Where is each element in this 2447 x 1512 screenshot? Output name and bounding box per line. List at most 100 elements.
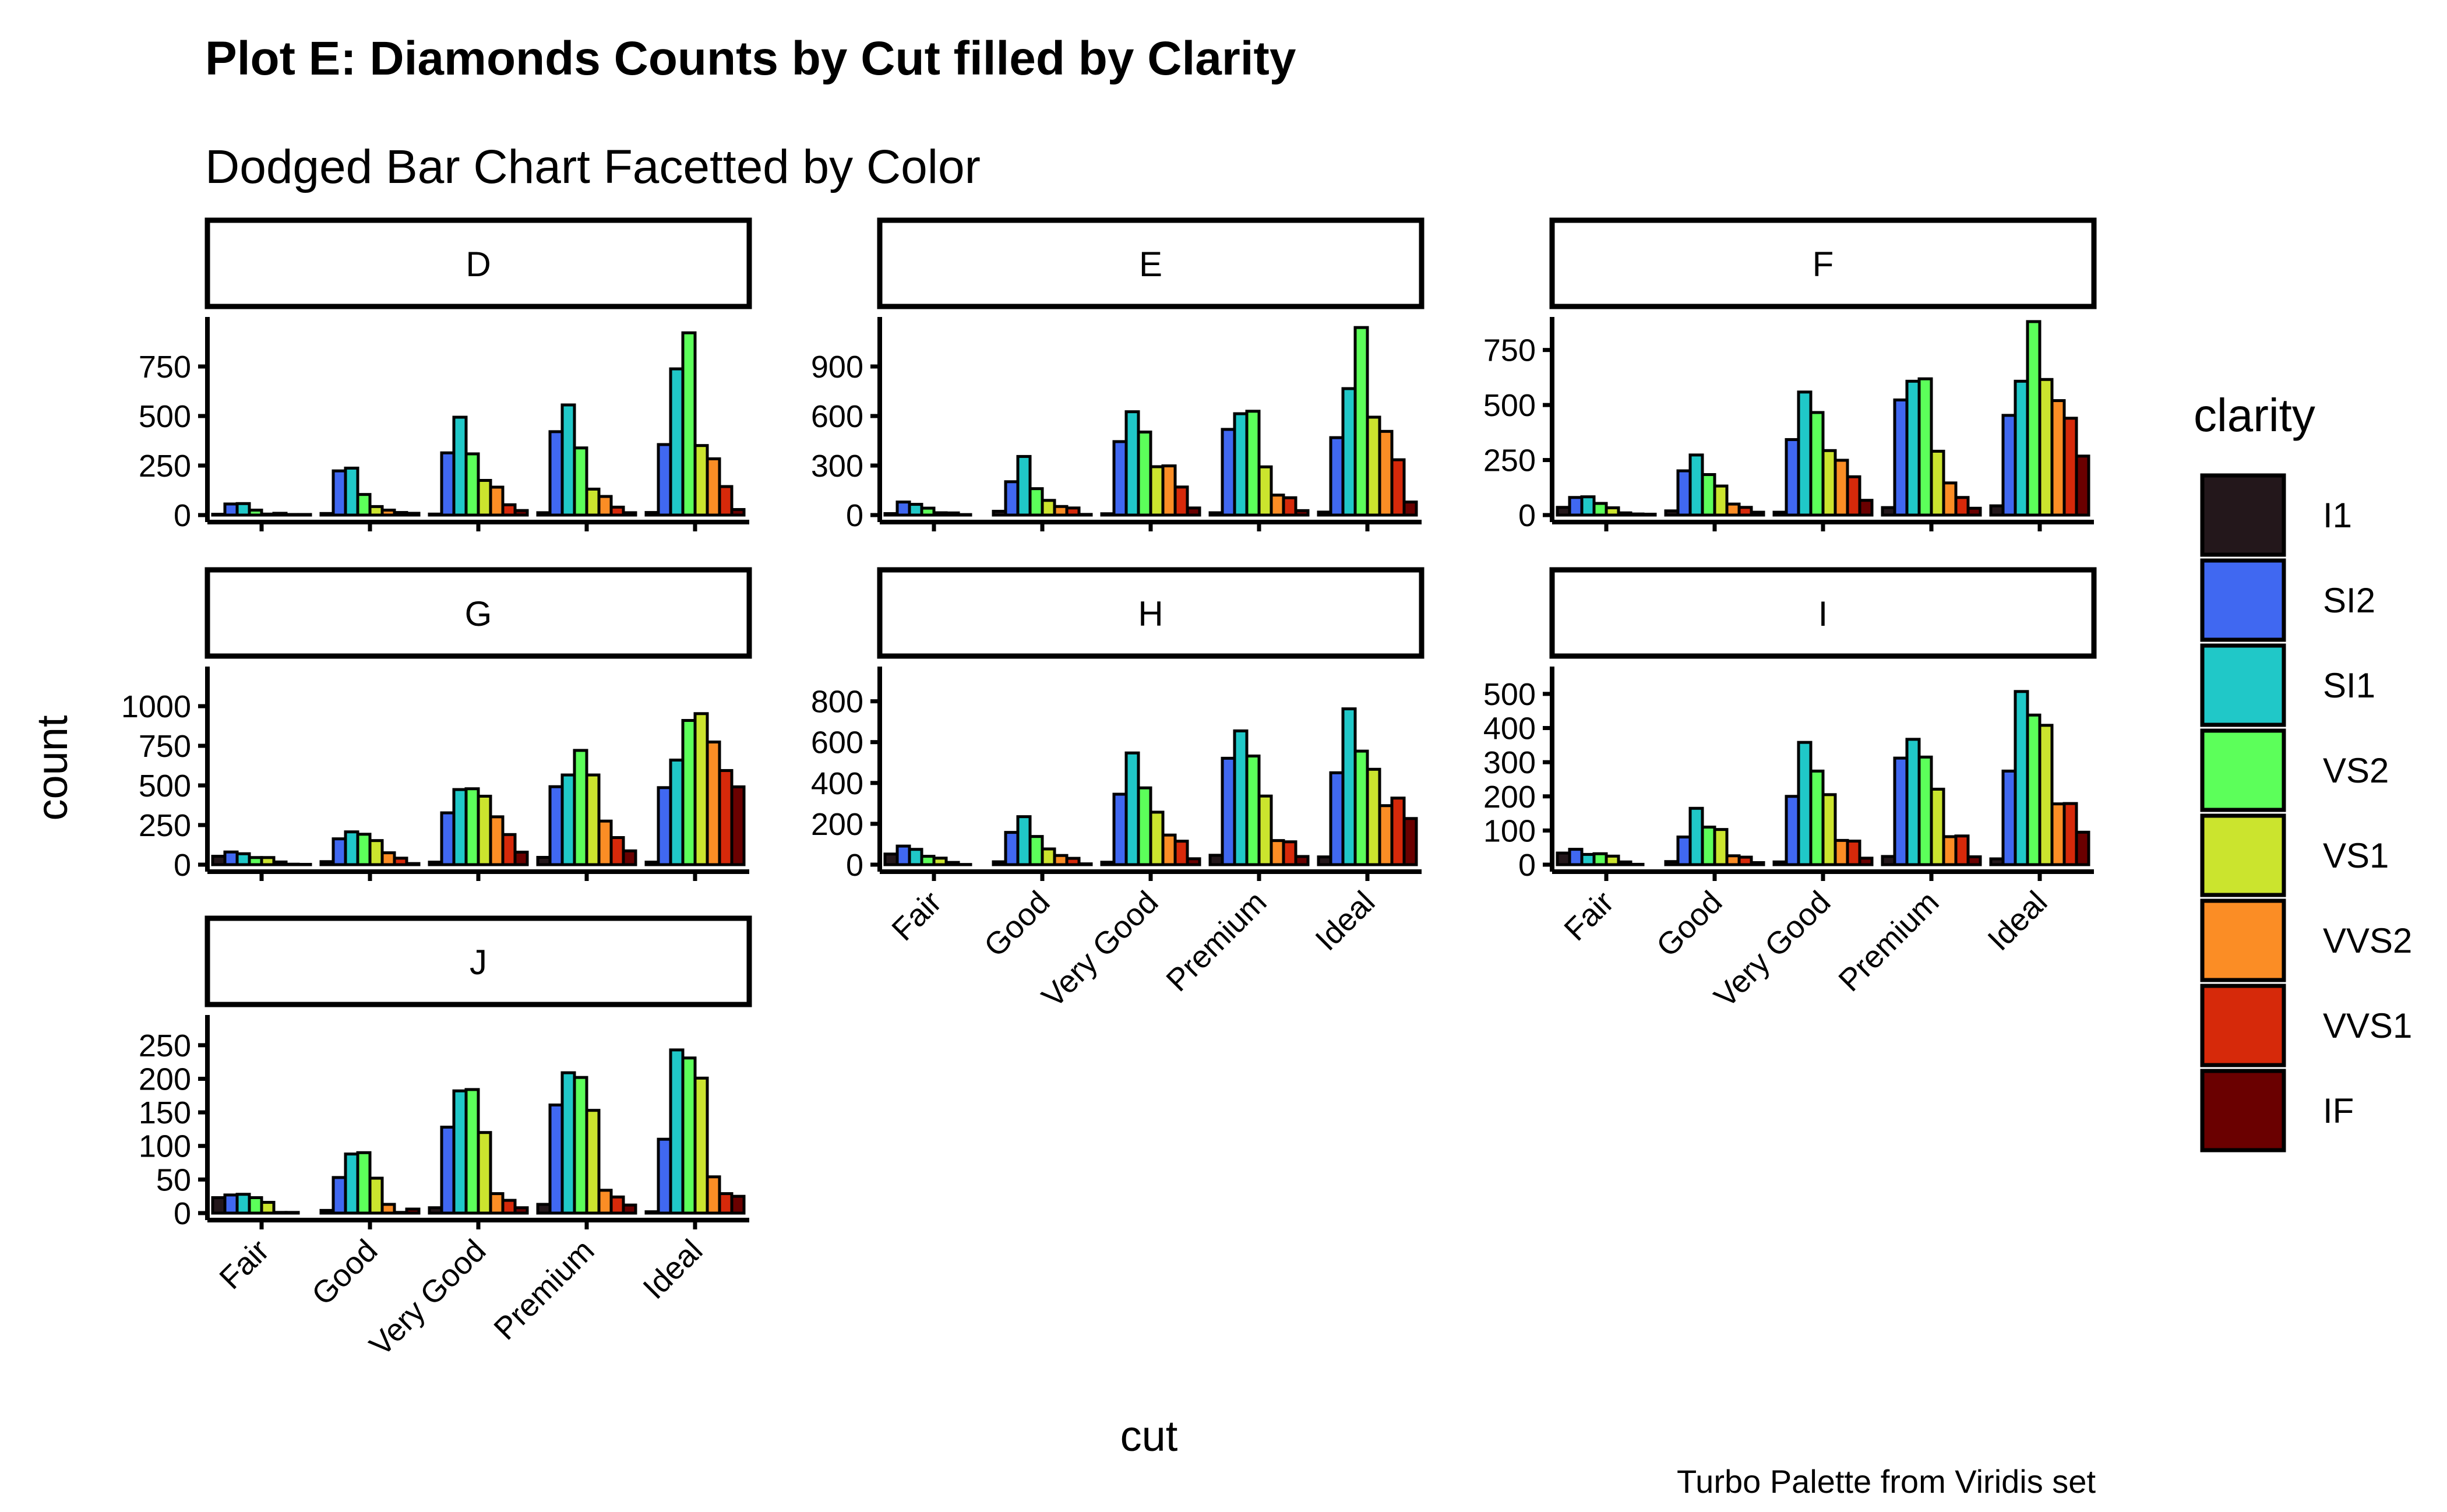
bar-g-very-good-if — [513, 851, 529, 866]
bar-h-very-good-si1 — [1124, 751, 1140, 866]
y-tick-label: 500 — [1483, 677, 1536, 712]
bar-e-premium-vs2 — [1245, 410, 1261, 517]
bar-j-premium-vs2 — [573, 1076, 588, 1215]
bar-j-ideal-vvs1 — [718, 1192, 734, 1215]
y-tick-label: 200 — [811, 807, 863, 842]
bar-j-good-i1 — [319, 1208, 335, 1215]
bar-h-ideal-si2 — [1329, 771, 1345, 866]
bar-f-ideal-vvs1 — [2062, 417, 2078, 517]
bar-d-very-good-si2 — [440, 451, 456, 517]
y-tick-label: 0 — [174, 498, 191, 533]
bar-i-premium-si2 — [1893, 756, 1909, 866]
legend-key-si1 — [2200, 643, 2286, 727]
bar-d-fair-i1 — [211, 513, 227, 517]
bar-j-fair-vs1 — [260, 1201, 276, 1215]
bar-e-good-si2 — [1004, 480, 1020, 517]
bar-i-very-good-if — [1858, 857, 1874, 866]
bar-d-good-si1 — [344, 466, 359, 517]
bar-f-good-i1 — [1664, 509, 1680, 517]
bar-g-ideal-vvs1 — [718, 769, 734, 866]
bar-f-fair-vs1 — [1605, 506, 1620, 517]
bar-h-premium-vs1 — [1257, 794, 1273, 866]
bar-j-premium-i1 — [536, 1203, 552, 1215]
bar-g-ideal-vs1 — [693, 712, 709, 866]
bar-i-good-vvs2 — [1725, 854, 1741, 866]
bar-j-good-si1 — [344, 1152, 359, 1215]
bar-f-premium-vvs1 — [1954, 496, 1970, 517]
bar-h-ideal-i1 — [1317, 855, 1332, 866]
bar-f-very-good-i1 — [1772, 510, 1788, 517]
bar-e-premium-vs1 — [1257, 465, 1273, 517]
bar-j-ideal-if — [730, 1194, 746, 1215]
bar-i-premium-vvs2 — [1942, 835, 1958, 866]
bar-j-very-good-si1 — [452, 1089, 468, 1215]
bar-g-very-good-vvs1 — [501, 833, 517, 866]
bar-e-ideal-si1 — [1341, 387, 1357, 517]
bar-f-good-vs1 — [1713, 484, 1729, 517]
bar-e-good-if — [1077, 513, 1093, 517]
bar-j-ideal-vs2 — [681, 1056, 697, 1215]
y-tick-label: 0 — [846, 848, 863, 883]
legend-key-if — [2200, 1069, 2286, 1152]
bar-i-ideal-vvs2 — [2050, 802, 2066, 866]
bar-e-premium-if — [1294, 509, 1310, 517]
legend-label-vs1: VS1 — [2323, 836, 2389, 875]
bar-g-premium-vvs2 — [597, 819, 613, 866]
bar-i-fair-vvs1 — [1629, 862, 1645, 866]
bar-f-fair-i1 — [1556, 506, 1571, 517]
bar-e-fair-vvs2 — [944, 511, 960, 517]
legend-key-vvs1 — [2200, 984, 2286, 1067]
bar-i-premium-vvs1 — [1954, 834, 1970, 866]
bar-e-good-i1 — [992, 509, 1007, 517]
y-tick-label: 0 — [1518, 498, 1536, 533]
bar-i-very-good-vvs2 — [1834, 838, 1849, 866]
bar-g-fair-si1 — [235, 852, 251, 866]
y-tick-label: 500 — [139, 399, 191, 434]
bar-g-good-si1 — [344, 830, 359, 866]
bar-f-premium-i1 — [1881, 506, 1896, 517]
y-tick-label: 500 — [1483, 388, 1536, 423]
bar-g-good-i1 — [319, 860, 335, 866]
bar-g-good-vvs1 — [393, 857, 408, 866]
bar-h-ideal-vvs2 — [1378, 804, 1394, 866]
bar-h-good-if — [1077, 862, 1093, 866]
bar-e-good-vs1 — [1041, 499, 1056, 517]
bar-d-very-good-vvs1 — [501, 503, 517, 517]
y-tick-label: 200 — [139, 1062, 191, 1097]
bar-g-very-good-vs2 — [464, 787, 480, 866]
bar-h-fair-si2 — [895, 844, 911, 866]
bar-i-ideal-vs2 — [2026, 713, 2041, 866]
bar-f-fair-vvs1 — [1629, 512, 1645, 517]
facet-d: D 0 250 500 750 — [139, 217, 752, 533]
bar-j-ideal-si2 — [657, 1137, 672, 1215]
bar-i-ideal-vvs1 — [2062, 802, 2078, 866]
bar-j-very-good-si2 — [440, 1125, 456, 1215]
y-tick-label: 250 — [139, 1028, 191, 1063]
bar-e-fair-i1 — [883, 512, 899, 517]
bar-f-good-vvs2 — [1725, 502, 1741, 517]
bar-d-very-good-if — [513, 509, 529, 517]
bar-d-good-vvs2 — [380, 509, 396, 517]
bar-e-very-good-si2 — [1112, 440, 1128, 517]
bar-f-ideal-si2 — [2001, 414, 2017, 517]
facet-f: F 0 250 500 750 — [1483, 217, 2097, 533]
y-tick-label: 300 — [1483, 745, 1536, 780]
bar-f-fair-si2 — [1568, 496, 1584, 517]
y-tick-label: 750 — [139, 729, 191, 764]
facet-g: G 0 250 500 750 1000 — [121, 567, 752, 883]
bar-g-fair-if — [297, 862, 312, 866]
bar-j-ideal-vvs2 — [706, 1175, 721, 1215]
y-tick-label: 250 — [139, 808, 191, 843]
bar-i-good-si1 — [1688, 806, 1704, 866]
bar-f-fair-vs2 — [1592, 502, 1608, 517]
bar-f-very-good-vs1 — [1821, 449, 1837, 517]
bar-h-very-good-vs2 — [1137, 786, 1152, 866]
bar-g-premium-vs2 — [573, 749, 588, 866]
bar-d-premium-vvs1 — [609, 505, 625, 517]
bar-h-fair-si1 — [908, 848, 923, 866]
bar-e-ideal-vs1 — [1366, 415, 1381, 517]
bar-f-ideal-si1 — [2014, 379, 2029, 517]
bar-i-good-i1 — [1664, 860, 1680, 866]
bar-g-fair-vvs1 — [284, 862, 300, 866]
bar-i-fair-si1 — [1580, 852, 1596, 866]
